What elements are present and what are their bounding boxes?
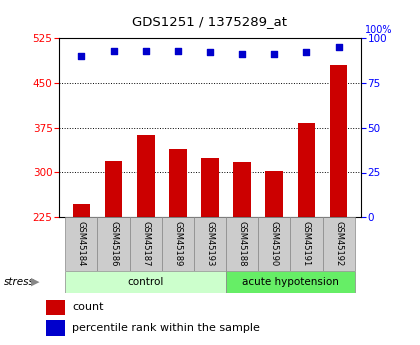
Point	[335, 44, 342, 50]
Text: stress: stress	[4, 277, 35, 287]
Bar	[105, 160, 122, 345]
FancyBboxPatch shape	[66, 271, 226, 293]
FancyBboxPatch shape	[194, 217, 226, 271]
Bar	[298, 123, 315, 345]
Point	[239, 51, 246, 57]
Bar	[234, 162, 251, 345]
Text: percentile rank within the sample: percentile rank within the sample	[72, 323, 260, 333]
Text: control: control	[128, 277, 164, 287]
Bar	[137, 136, 155, 345]
FancyBboxPatch shape	[290, 217, 323, 271]
Text: ▶: ▶	[32, 277, 40, 287]
FancyBboxPatch shape	[97, 217, 130, 271]
Text: acute hypotension: acute hypotension	[242, 277, 339, 287]
Point	[271, 51, 278, 57]
Text: GSM45184: GSM45184	[77, 221, 86, 267]
FancyBboxPatch shape	[162, 217, 194, 271]
Text: count: count	[72, 303, 104, 313]
Point	[142, 48, 149, 53]
Text: GSM45193: GSM45193	[205, 221, 215, 267]
Point	[174, 48, 181, 53]
Text: GDS1251 / 1375289_at: GDS1251 / 1375289_at	[132, 16, 288, 29]
Text: GSM45186: GSM45186	[109, 221, 118, 267]
Bar	[201, 158, 219, 345]
Point	[207, 50, 213, 55]
Text: 100%: 100%	[365, 25, 393, 35]
Point	[303, 50, 310, 55]
Bar	[73, 204, 90, 345]
Text: GSM45188: GSM45188	[238, 221, 247, 267]
Text: GSM45187: GSM45187	[141, 221, 150, 267]
Bar	[330, 65, 347, 345]
Text: GSM45190: GSM45190	[270, 221, 279, 267]
FancyBboxPatch shape	[323, 217, 354, 271]
Bar	[46, 320, 65, 336]
Bar	[169, 149, 186, 345]
Text: GSM45192: GSM45192	[334, 221, 343, 267]
Point	[78, 53, 85, 59]
Text: GSM45189: GSM45189	[173, 221, 182, 267]
Point	[110, 48, 117, 53]
FancyBboxPatch shape	[226, 271, 354, 293]
FancyBboxPatch shape	[258, 217, 290, 271]
FancyBboxPatch shape	[130, 217, 162, 271]
FancyBboxPatch shape	[226, 217, 258, 271]
FancyBboxPatch shape	[66, 217, 97, 271]
Bar	[46, 299, 65, 315]
Bar	[265, 171, 283, 345]
Text: GSM45191: GSM45191	[302, 221, 311, 267]
